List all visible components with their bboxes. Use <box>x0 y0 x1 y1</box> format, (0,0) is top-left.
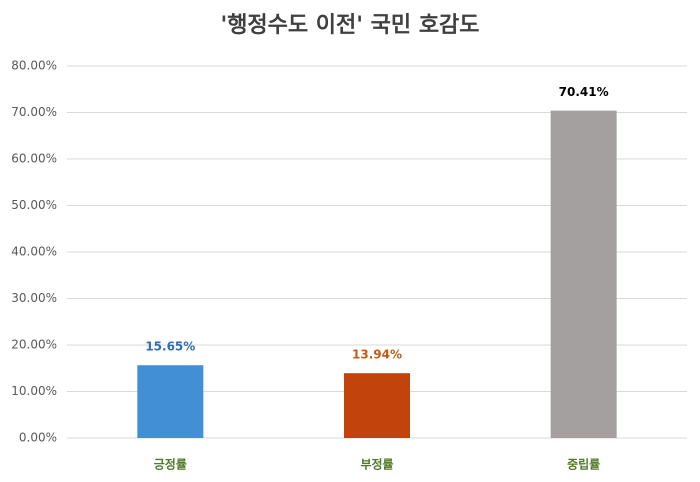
data-label: 15.65% <box>145 340 195 354</box>
y-tick-label: 30.00% <box>11 291 57 305</box>
x-tick-label: 긍정률 <box>154 457 187 472</box>
y-tick-label: 50.00% <box>11 198 57 212</box>
chart-title: '행정수도 이전' 국민 호감도 <box>220 13 479 38</box>
y-tick-label: 40.00% <box>11 245 57 259</box>
data-label: 13.94% <box>352 348 402 362</box>
bar <box>550 110 617 438</box>
y-tick-label: 20.00% <box>11 338 57 352</box>
y-tick-label: 60.00% <box>11 152 57 166</box>
x-tick-label: 부정률 <box>360 457 393 472</box>
y-tick-label: 0.00% <box>19 431 57 445</box>
x-tick-label: 중립률 <box>567 458 600 472</box>
bar <box>344 373 410 438</box>
bar <box>137 365 204 438</box>
y-tick-label: 80.00% <box>11 59 57 73</box>
data-label: 70.41% <box>559 85 609 99</box>
y-tick-label: 70.00% <box>11 105 57 119</box>
y-tick-label: 10.00% <box>11 384 57 398</box>
